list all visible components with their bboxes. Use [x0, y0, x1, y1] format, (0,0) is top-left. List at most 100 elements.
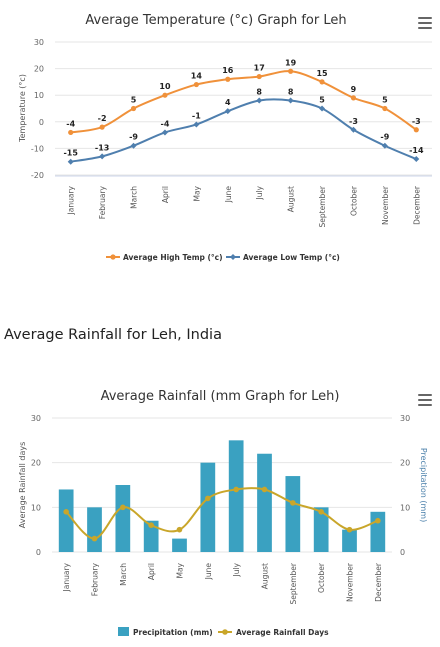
series-line [70, 70, 417, 134]
x-tick-label: July [255, 185, 264, 200]
data-point [381, 142, 388, 149]
y-tick-label: -20 [31, 171, 44, 180]
data-point [130, 142, 137, 149]
data-label: 5 [319, 96, 325, 105]
data-point [193, 121, 200, 128]
x-tick-label: October [349, 185, 358, 216]
x-tick-label: November [346, 562, 355, 602]
data-label: 19 [285, 58, 297, 67]
section-heading: Average Rainfall for Leh, India [4, 327, 222, 343]
chart-title: Average Rainfall (mm Graph for Leh) [101, 389, 340, 404]
data-label: 5 [131, 96, 137, 105]
data-point [382, 105, 388, 112]
data-label: 9 [351, 85, 357, 94]
gridlines [52, 417, 392, 553]
data-point [63, 509, 69, 515]
bar [257, 453, 272, 552]
data-point [99, 153, 106, 160]
y-tick-label: 0 [39, 118, 44, 127]
x-tick-label: April [161, 186, 170, 203]
data-point [350, 95, 357, 101]
x-tick-label: December [374, 562, 383, 602]
legend-label: Average Low Temp (°c) [243, 253, 340, 262]
chart-menu-icon[interactable] [418, 17, 432, 29]
data-point [318, 509, 324, 515]
x-tick-label: August [287, 186, 296, 212]
data-point [68, 129, 74, 136]
y-axis-label: Temperature (°c) [18, 74, 27, 143]
temperature-chart: Average Temperature (°c) Graph for Leh T… [18, 13, 432, 262]
data-label: -14 [409, 146, 424, 155]
data-point [148, 522, 154, 528]
x-tick-label: August [261, 563, 270, 589]
rainfall-days-line [63, 486, 381, 542]
bar [228, 440, 244, 552]
x-tick-label: June [204, 563, 213, 581]
x-tick-label: March [119, 563, 128, 586]
series-line [70, 98, 417, 163]
legend-marker [230, 254, 236, 260]
data-point [161, 129, 168, 136]
series-lines [67, 68, 420, 165]
data-point [287, 97, 294, 104]
data-point [130, 105, 137, 112]
y-tick-label-right: 0 [400, 548, 405, 557]
bar [115, 485, 131, 552]
y-tick-label-left: 30 [31, 414, 41, 423]
x-tick-labels: January February March April May June July Augu… [62, 562, 383, 604]
y-tick-label-right: 30 [400, 414, 410, 423]
y-tick-label: 30 [34, 38, 44, 47]
data-label: -13 [95, 143, 109, 152]
data-label: 10 [159, 82, 171, 91]
x-tick-labels: January February March April May June July Augu… [67, 185, 422, 227]
x-tick-label: January [62, 562, 71, 592]
bar [370, 511, 386, 552]
data-point [319, 105, 326, 112]
y-tick-label-left: 0 [36, 548, 41, 557]
x-tick-label: April [147, 563, 156, 580]
data-point [99, 124, 105, 130]
data-point [413, 127, 419, 133]
data-point [346, 526, 353, 533]
data-label: 8 [256, 88, 262, 97]
y-tick-labels: 0 0 10 10 20 20 30 30 [31, 414, 410, 557]
data-label: 5 [382, 96, 388, 105]
data-label: -9 [380, 133, 389, 142]
x-tick-label: May [176, 562, 185, 578]
data-label: -3 [349, 117, 358, 126]
chart-title: Average Temperature (°c) Graph for Leh [85, 13, 346, 28]
x-tick-label: July [232, 562, 241, 577]
legend-label: Average Rainfall Days [236, 628, 329, 637]
gridlines [55, 41, 432, 177]
series-line [65, 487, 379, 540]
y-tick-label-left: 20 [31, 459, 41, 468]
legend: Average High Temp (°c) Average Low Temp (… [106, 253, 340, 262]
data-point [319, 79, 325, 85]
data-point [290, 500, 296, 506]
data-label: -3 [412, 117, 421, 126]
legend-label: Precipitation (mm) [133, 628, 213, 637]
x-tick-label: May [192, 185, 201, 201]
y-axis-label-left: Average Rainfall days [18, 442, 27, 529]
data-point [225, 76, 231, 82]
data-label: -4 [161, 119, 170, 128]
bar [87, 507, 102, 552]
data-label: 8 [288, 88, 294, 97]
y-tick-label-right: 10 [400, 503, 410, 512]
data-point [256, 97, 263, 104]
chart-menu-icon[interactable] [418, 394, 432, 406]
x-tick-label: September [289, 562, 298, 604]
y-tick-label-right: 20 [400, 459, 410, 468]
y-tick-label: 20 [34, 65, 44, 74]
data-point [91, 535, 98, 542]
bar [313, 507, 329, 552]
legend: Precipitation (mm) Average Rainfall Days [118, 627, 329, 637]
x-tick-label: February [98, 185, 107, 219]
data-point [350, 126, 357, 133]
legend-marker [118, 627, 129, 636]
legend-label: Average High Temp (°c) [123, 253, 223, 262]
data-label: 14 [191, 72, 203, 81]
y-axis-label-right: Precipitation (mm) [419, 448, 428, 522]
bar [342, 529, 357, 552]
